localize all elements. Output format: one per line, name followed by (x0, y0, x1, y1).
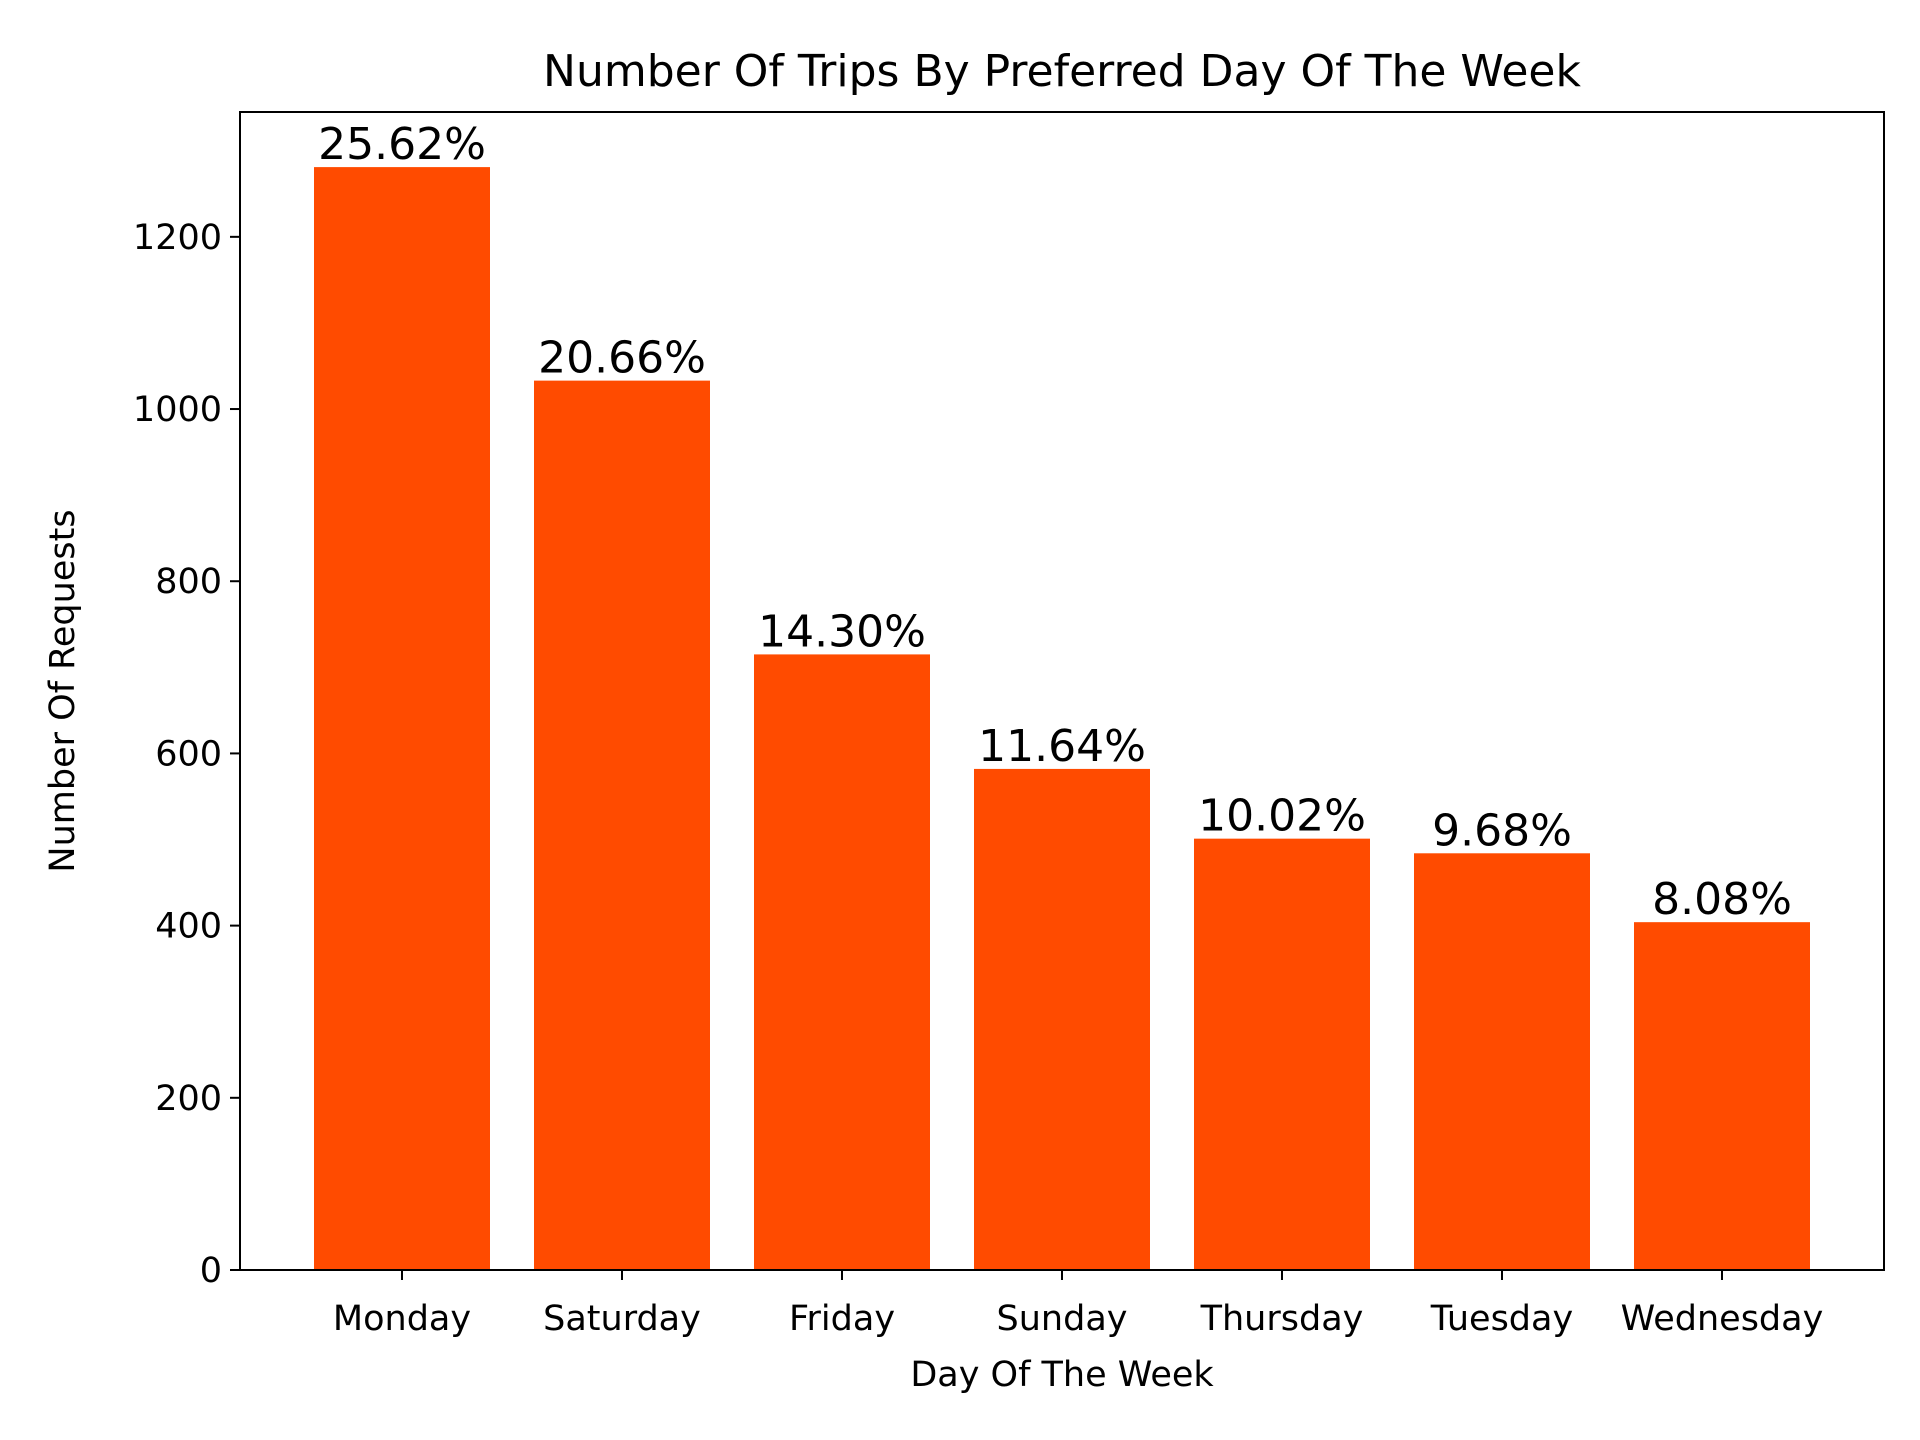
bar-thursday (1194, 838, 1370, 1270)
data-label-saturday: 20.66% (538, 333, 706, 384)
y-tick-label-400: 400 (155, 907, 222, 947)
x-tick-label-friday: Friday (789, 1299, 895, 1339)
data-label-friday: 14.30% (758, 606, 926, 657)
y-tick-label-600: 600 (155, 734, 222, 774)
bar-friday (754, 654, 930, 1270)
x-tick-label-wednesday: Wednesday (1621, 1299, 1824, 1339)
y-tick-label-200: 200 (155, 1079, 222, 1119)
y-tick-label-1200: 1200 (133, 218, 222, 258)
bar-tuesday (1414, 853, 1590, 1270)
y-tick-label-1000: 1000 (133, 390, 222, 430)
data-label-wednesday: 8.08% (1652, 874, 1792, 925)
y-tick-label-0: 0 (200, 1251, 222, 1291)
chart-title: Number Of Trips By Preferred Day Of The … (543, 46, 1581, 97)
data-label-sunday: 11.64% (978, 721, 1146, 772)
bar-wednesday (1634, 922, 1810, 1270)
x-tick-label-sunday: Sunday (997, 1299, 1128, 1339)
bar-monday (314, 167, 490, 1271)
x-tick-label-monday: Monday (333, 1299, 471, 1339)
y-tick-label-800: 800 (155, 562, 222, 602)
bars-group (314, 167, 1810, 1271)
data-label-monday: 25.62% (318, 119, 486, 170)
x-tick-label-saturday: Saturday (543, 1299, 701, 1339)
x-axis-label: Day Of The Week (910, 1355, 1214, 1395)
x-tick-label-thursday: Thursday (1200, 1299, 1364, 1339)
bar-sunday (974, 768, 1150, 1270)
x-tick-label-tuesday: Tuesday (1430, 1299, 1573, 1339)
data-label-thursday: 10.02% (1198, 791, 1366, 842)
y-axis: 0 200 400 600 800 1000 1200 (133, 218, 240, 1291)
data-labels-group: 25.62% 20.66% 14.30% 11.64% 10.02% 9.68% 8.08% (318, 119, 1792, 925)
x-axis: Monday Saturday Friday Sunday Thursday Tuesda… (333, 1270, 1823, 1339)
data-label-tuesday: 9.68% (1432, 805, 1572, 856)
y-axis-label: Number Of Requests (43, 509, 83, 872)
bar-saturday (534, 380, 710, 1270)
